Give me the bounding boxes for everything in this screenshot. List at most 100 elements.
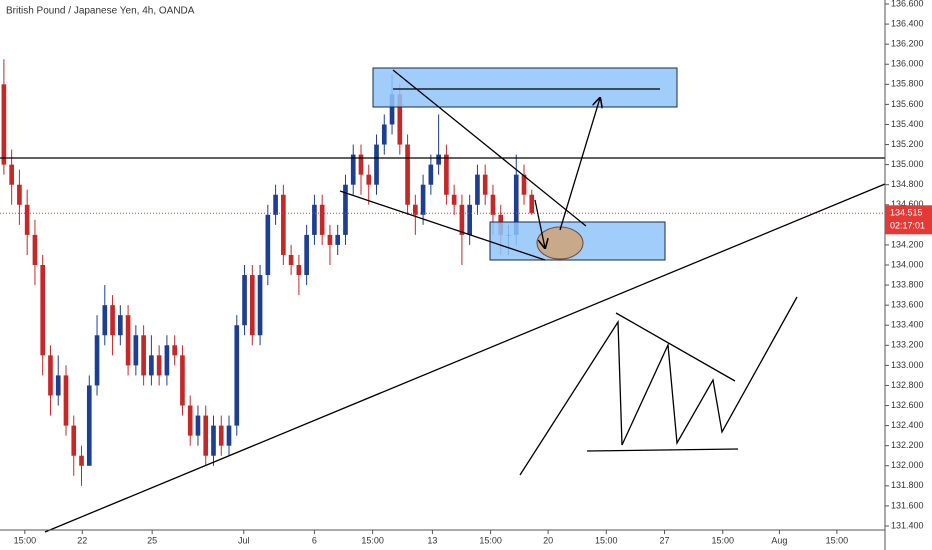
y-tick-label: 133.000 — [891, 360, 924, 370]
candle-body — [24, 204, 30, 235]
candle-body — [125, 315, 131, 366]
x-tick-label: 25 — [147, 535, 157, 545]
countdown: 02:17:01 — [890, 221, 925, 231]
y-tick-label: 132.600 — [891, 400, 924, 410]
candle-body — [397, 94, 403, 145]
candle-body — [1, 84, 7, 165]
chart-title: British Pound / Japanese Yen, 4h, OANDA — [6, 6, 195, 17]
x-tick-label: 15:00 — [361, 535, 384, 545]
candle-body — [141, 335, 146, 376]
y-tick-label: 135.000 — [891, 159, 924, 169]
x-tick-label: 13 — [427, 535, 437, 545]
x-tick-label: 15:00 — [479, 535, 502, 545]
candle-body — [242, 275, 247, 326]
candle-body — [405, 144, 410, 205]
candle-body — [288, 254, 294, 265]
candle-body — [9, 164, 14, 185]
candle-body — [257, 275, 263, 336]
candles — [0, 59, 885, 486]
candle-body — [459, 204, 465, 235]
y-tick-label: 133.400 — [891, 320, 924, 330]
candle-body — [32, 234, 38, 265]
candle-body — [273, 194, 278, 215]
y-tick-label: 134.600 — [891, 199, 924, 209]
y-tick-label: 136.000 — [891, 59, 924, 69]
candle-body — [94, 335, 100, 386]
x-tick-label: 27 — [660, 535, 670, 545]
y-tick-label: 132.800 — [891, 380, 924, 390]
last-price-box — [885, 205, 932, 235]
candle-body — [218, 425, 224, 446]
candle-body — [444, 154, 449, 195]
candle-body — [467, 204, 472, 235]
candle-body — [203, 415, 209, 456]
candle-body — [180, 355, 185, 406]
candle-body — [226, 425, 232, 446]
wedge-line — [339, 190, 546, 261]
y-tick-label: 136.600 — [891, 0, 924, 8]
candle-body — [366, 174, 372, 185]
candle-body — [71, 425, 77, 456]
y-tick-label: 133.600 — [891, 300, 924, 310]
candle-body — [428, 164, 434, 185]
x-tick-label: Jul — [238, 535, 250, 545]
x-tick-label: 15:00 — [595, 535, 618, 545]
candle-body — [358, 154, 364, 175]
y-tick-label: 132.400 — [891, 420, 924, 430]
candle-body — [281, 194, 286, 255]
candle-body — [521, 174, 527, 195]
y-tick-label: 132.000 — [891, 460, 924, 470]
arrow — [559, 98, 600, 231]
candle-body — [195, 415, 201, 436]
zone-box — [372, 67, 678, 108]
y-tick-label: 133.200 — [891, 340, 924, 350]
candle-body — [63, 375, 69, 426]
y-tick-label: 131.400 — [891, 520, 924, 530]
pattern-line — [586, 448, 739, 452]
x-tick-label: 15:00 — [711, 535, 734, 545]
y-tick-label: 135.400 — [891, 119, 924, 129]
x-tick-label: 15:00 — [14, 535, 37, 545]
x-tick-label: 15:00 — [826, 535, 849, 545]
y-tick-label: 136.200 — [891, 39, 924, 49]
candle-body — [156, 355, 162, 376]
candle-body — [86, 385, 92, 466]
candle-body — [249, 275, 255, 336]
candle-body — [234, 325, 240, 426]
y-tick-label: 135.600 — [891, 99, 924, 109]
pattern — [519, 296, 798, 476]
candle-body — [55, 375, 61, 396]
y-tick-label: 134.000 — [891, 259, 924, 269]
candle-body — [529, 194, 535, 214]
candle-body — [187, 405, 193, 436]
y-tick-label: 135.200 — [891, 139, 924, 149]
candle-body — [133, 335, 139, 366]
candle-body — [381, 124, 387, 145]
candle-body — [513, 174, 519, 235]
candle-body — [420, 184, 426, 215]
wedge-line — [392, 69, 587, 227]
candle-body — [118, 315, 123, 336]
y-tick-label: 136.400 — [891, 18, 924, 28]
candle-body — [335, 234, 341, 245]
pattern-line — [615, 312, 736, 382]
candle-body — [265, 214, 271, 276]
candle-body — [149, 355, 154, 376]
candle-body — [475, 174, 480, 205]
y-tick-label: 132.200 — [891, 440, 924, 450]
candle-body — [79, 455, 84, 466]
candle-body — [327, 234, 333, 245]
y-tick-label: 135.800 — [891, 79, 924, 89]
candle-body — [389, 94, 395, 125]
x-tick-label: 22 — [77, 535, 87, 545]
candle-body — [350, 154, 356, 185]
candle-body — [343, 184, 348, 235]
y-tick-label: 134.200 — [891, 239, 924, 249]
y-tick-label: 131.600 — [891, 500, 924, 510]
x-tick-label: 6 — [312, 535, 317, 545]
candle-body — [211, 425, 216, 456]
candle-body — [102, 305, 108, 336]
drawings — [0, 67, 886, 533]
trend-line — [44, 183, 886, 533]
y-tick-label: 131.800 — [891, 480, 924, 490]
